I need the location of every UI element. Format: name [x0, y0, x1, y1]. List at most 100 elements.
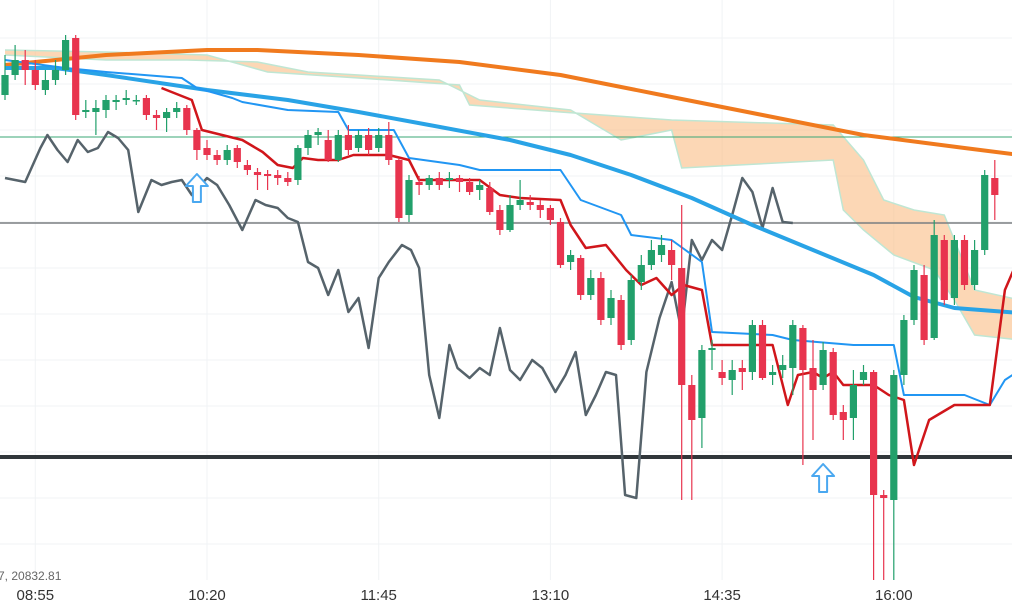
candle-body	[445, 178, 453, 180]
candle-body	[708, 348, 716, 350]
candle-body	[526, 202, 534, 205]
candle-body	[556, 222, 565, 265]
candle-body	[476, 185, 484, 190]
candle-body	[274, 175, 282, 178]
candle-body	[991, 178, 999, 195]
candle-body	[607, 298, 615, 318]
candle-body	[920, 275, 928, 340]
candle-body	[516, 200, 524, 205]
candle-body	[223, 150, 231, 160]
time-axis	[0, 582, 1012, 616]
candle-body	[41, 80, 49, 90]
x-tick-label: 08:55	[17, 587, 55, 604]
x-tick-label: 13:10	[532, 587, 570, 604]
candle-body	[82, 110, 90, 112]
indicator-line	[4, 48, 1012, 157]
candle-body	[546, 208, 554, 220]
candle-body	[577, 258, 585, 295]
candle-body	[678, 268, 686, 385]
candle-body	[425, 178, 433, 185]
candle-body	[496, 210, 504, 230]
candle-body	[395, 160, 403, 218]
candle-body	[597, 278, 605, 320]
cloud-edge	[4, 49, 1012, 300]
candle-body	[647, 250, 655, 265]
candle-body	[809, 368, 817, 390]
candle-body	[405, 180, 413, 215]
x-axis: 08:55 10:20 11:45 13:10 14:35 16:00	[17, 587, 913, 604]
candle-body	[536, 205, 544, 210]
candle-body	[92, 108, 100, 112]
candle-body	[233, 148, 241, 162]
candle-body	[940, 240, 948, 300]
candle-body	[971, 250, 979, 285]
candle-body	[688, 385, 696, 420]
candle-body	[769, 372, 777, 375]
candle-body	[435, 178, 443, 185]
candle-body	[567, 255, 575, 262]
candle-body	[385, 135, 393, 160]
x-tick-label: 16:00	[875, 587, 913, 604]
candle-body	[264, 174, 272, 176]
candle-body	[789, 325, 797, 368]
candle-body	[849, 385, 857, 418]
candle-body	[183, 108, 191, 130]
candle-body	[314, 132, 322, 135]
candle-body	[324, 140, 332, 160]
candle-body	[375, 135, 383, 148]
candle-body	[213, 155, 221, 160]
candle-body	[142, 98, 150, 115]
candle-body	[880, 495, 888, 498]
candle-body	[627, 280, 635, 340]
candle-body	[839, 412, 847, 420]
x-tick-label: 11:45	[360, 587, 396, 604]
indicator-line	[4, 59, 1012, 406]
candle-body	[657, 245, 666, 255]
candle-body	[728, 370, 736, 380]
x-tick-label: 10:20	[188, 587, 226, 604]
plot-area	[0, 35, 1012, 580]
candle-body	[122, 98, 130, 100]
candle-body	[102, 100, 110, 110]
candle-body	[253, 172, 262, 175]
candle-body	[617, 300, 625, 345]
candle-body	[910, 270, 918, 320]
candle-body	[950, 240, 958, 298]
candle-body	[698, 350, 706, 418]
candle-body	[930, 235, 938, 338]
signal-arrow	[811, 463, 836, 493]
candle-body	[112, 100, 120, 102]
candle-body	[859, 372, 868, 380]
indicator-line	[161, 86, 1012, 467]
candle-body	[284, 178, 292, 182]
candle-body	[354, 135, 363, 148]
candle-body	[132, 100, 140, 102]
cloud-fill	[5, 50, 1012, 340]
candle-body	[718, 372, 726, 378]
candle-body	[587, 278, 595, 295]
candle-body	[1, 75, 9, 95]
candle-body	[21, 60, 29, 70]
candle-body	[415, 182, 423, 185]
candle-body	[163, 112, 171, 118]
candle-body	[51, 70, 60, 80]
candle-body	[758, 325, 767, 378]
candle-body	[304, 135, 312, 148]
candle-body	[890, 375, 898, 500]
grid	[0, 0, 1012, 580]
price-readout: 7, 20832.81	[0, 569, 62, 583]
candle-body	[72, 38, 80, 115]
cloud-edge	[4, 54, 1012, 340]
x-tick-label: 14:35	[703, 587, 741, 604]
indicator-line	[5, 66, 1012, 315]
candle-body	[506, 205, 514, 230]
candle-body	[748, 325, 756, 372]
candle-body	[779, 365, 787, 370]
candle-body	[870, 372, 878, 495]
candle-body	[344, 135, 352, 150]
candle-body	[829, 352, 837, 415]
candle-body	[11, 60, 19, 75]
candle-body	[334, 135, 342, 160]
